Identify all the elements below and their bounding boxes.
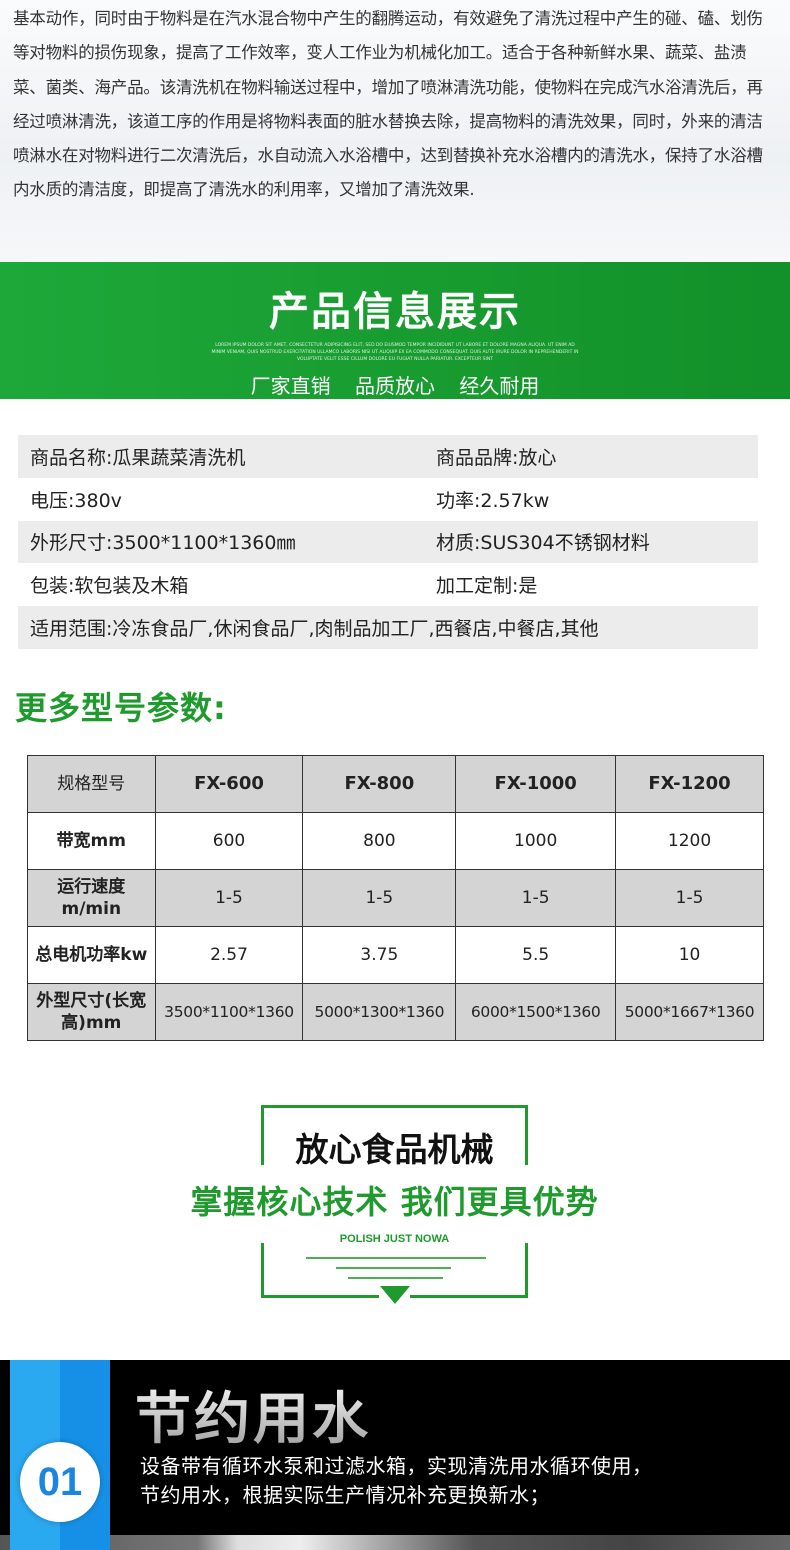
- spec-cell: 5000*1300*1360: [302, 983, 457, 1041]
- spec-cell: 2.57: [154, 926, 304, 984]
- feature-section: 节约用水 设备带有循环水泵和过滤水箱，实现清洗用水循环使用， 节约用水，根据实际生…: [0, 1360, 790, 1535]
- info-cell: 商品品牌:放心: [436, 446, 557, 469]
- spec-label: 总电机功率kw: [27, 926, 156, 984]
- slogan: 经久耐用: [459, 374, 540, 398]
- info-cell: 商品名称:瓜果蔬菜清洗机: [30, 446, 246, 469]
- spec-cell: FX-800: [302, 755, 457, 813]
- spec-cell: 1-5: [615, 869, 764, 927]
- info-row: 商品名称:瓜果蔬菜清洗机 商品品牌:放心: [18, 435, 758, 478]
- spec-label: 规格型号: [27, 755, 156, 813]
- feature-number: 01: [20, 1442, 100, 1522]
- info-row: 电压:380v 功率:2.57kw: [18, 478, 758, 521]
- spec-cell: 10: [615, 926, 764, 984]
- spec-cell: 6000*1500*1360: [455, 983, 617, 1041]
- brand-slogan: 掌握核心技术 我们更具优势: [190, 1183, 599, 1221]
- brand-name: 放心食品机械: [295, 1130, 494, 1169]
- info-cell: 外形尺寸:3500*1100*1360㎜: [30, 532, 296, 555]
- spec-cell: 1000: [455, 812, 617, 870]
- spec-cell: FX-1200: [615, 755, 764, 813]
- product-photo: [0, 1535, 790, 1550]
- spec-cell: 1-5: [455, 869, 617, 927]
- spec-cell: 800: [302, 812, 457, 870]
- specs-table: 规格型号 FX-600 FX-800 FX-1000 FX-1200 带宽mm 600 800…: [27, 755, 764, 1041]
- spec-row: 运行速度m/min 1-5 1-5 1-5 1-5: [27, 869, 764, 927]
- spec-row: 总电机功率kw 2.57 3.75 5.5 10: [27, 926, 764, 984]
- info-row: 包装:软包装及木箱 加工定制:是: [18, 563, 758, 606]
- spec-cell: FX-600: [154, 755, 304, 813]
- spec-cell: 1200: [615, 812, 764, 870]
- arrow-down-icon: [380, 1286, 410, 1304]
- info-cell: 适用范围:冷冻食品厂,休闲食品厂,肉制品加工厂,西餐店,中餐店,其他: [30, 618, 599, 641]
- brand-english: POLISH JUST NOWA: [339, 1233, 450, 1245]
- feature-line: 设备带有循环水泵和过滤水箱，实现清洗用水循环使用，: [140, 1454, 653, 1478]
- spec-cell: 600: [154, 812, 304, 870]
- intro-text: 基本动作，同时由于物料是在汽水混合物中产生的翻腾运动，有效避免了清洗过程中产生的…: [13, 9, 763, 200]
- info-cell: 电压:380v: [30, 489, 122, 512]
- spec-row: 带宽mm 600 800 1000 1200: [27, 812, 764, 870]
- info-cell: 材质:SUS304不锈钢材料: [436, 532, 650, 555]
- spec-label: 带宽mm: [27, 812, 156, 870]
- info-cell: 功率:2.57kw: [436, 489, 550, 512]
- banner-slogans: 厂家直销 品质放心 经久耐用: [0, 370, 790, 399]
- spec-label: 外型尺寸(长宽高)mm: [27, 983, 156, 1041]
- feature-title: 节约用水: [135, 1374, 371, 1455]
- feature-description: 设备带有循环水泵和过滤水箱，实现清洗用水循环使用， 节约用水，根据实际生产情况补充…: [140, 1452, 653, 1510]
- spec-cell: 1-5: [302, 869, 457, 927]
- spec-row: 外型尺寸(长宽高)mm 3500*1100*1360 5000*1300*1360 6…: [27, 983, 764, 1041]
- banner-title: 产品信息展示: [269, 289, 521, 335]
- info-row: 适用范围:冷冻食品厂,休闲食品厂,肉制品加工厂,西餐店,中餐店,其他: [18, 606, 758, 649]
- info-cell: 包装:软包装及木箱: [30, 575, 189, 598]
- banner-lorem: LOREM IPSUM DOLOR SIT AMET, CONSECTETUR …: [211, 343, 579, 362]
- slogan: 厂家直销: [250, 374, 331, 398]
- product-info-banner: 产品信息展示 LOREM IPSUM DOLOR SIT AMET, CONSE…: [0, 262, 790, 399]
- product-info-table: 商品名称:瓜果蔬菜清洗机 商品品牌:放心 电压:380v 功率:2.57kw 外形尺…: [18, 435, 758, 649]
- spec-cell: 3.75: [302, 926, 457, 984]
- spec-row: 规格型号 FX-600 FX-800 FX-1000 FX-1200: [27, 755, 764, 813]
- feature-line: 节约用水，根据实际生产情况补充更换新水；: [140, 1483, 550, 1507]
- spec-cell: FX-1000: [455, 755, 617, 813]
- spec-cell: 1-5: [154, 869, 304, 927]
- spec-cell: 3500*1100*1360: [154, 983, 304, 1041]
- spec-label: 运行速度m/min: [27, 869, 156, 927]
- spec-cell: 5.5: [455, 926, 617, 984]
- spec-cell: 5000*1667*1360: [615, 983, 764, 1041]
- info-cell: 加工定制:是: [436, 575, 538, 598]
- more-models-title: 更多型号参数:: [15, 689, 227, 727]
- intro-description: 基本动作，同时由于物料是在汽水混合物中产生的翻腾运动，有效避免了清洗过程中产生的…: [0, 0, 790, 262]
- slogan: 品质放心: [355, 374, 435, 398]
- brand-badge: 放心食品机械 掌握核心技术 我们更具优势 POLISH JUST NOWA: [190, 1105, 598, 1304]
- info-row: 外形尺寸:3500*1100*1360㎜ 材质:SUS304不锈钢材料: [18, 520, 758, 564]
